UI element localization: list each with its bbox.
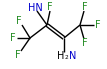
Text: F: F bbox=[16, 16, 22, 26]
Text: N: N bbox=[69, 51, 76, 61]
Text: 2: 2 bbox=[65, 55, 69, 60]
Text: F: F bbox=[95, 20, 101, 30]
Text: F: F bbox=[15, 50, 21, 60]
Text: H: H bbox=[57, 51, 65, 61]
Text: F: F bbox=[10, 33, 16, 43]
Text: F: F bbox=[82, 2, 88, 12]
Text: F: F bbox=[82, 38, 88, 48]
Text: F: F bbox=[47, 2, 53, 12]
Text: HN: HN bbox=[28, 3, 42, 13]
